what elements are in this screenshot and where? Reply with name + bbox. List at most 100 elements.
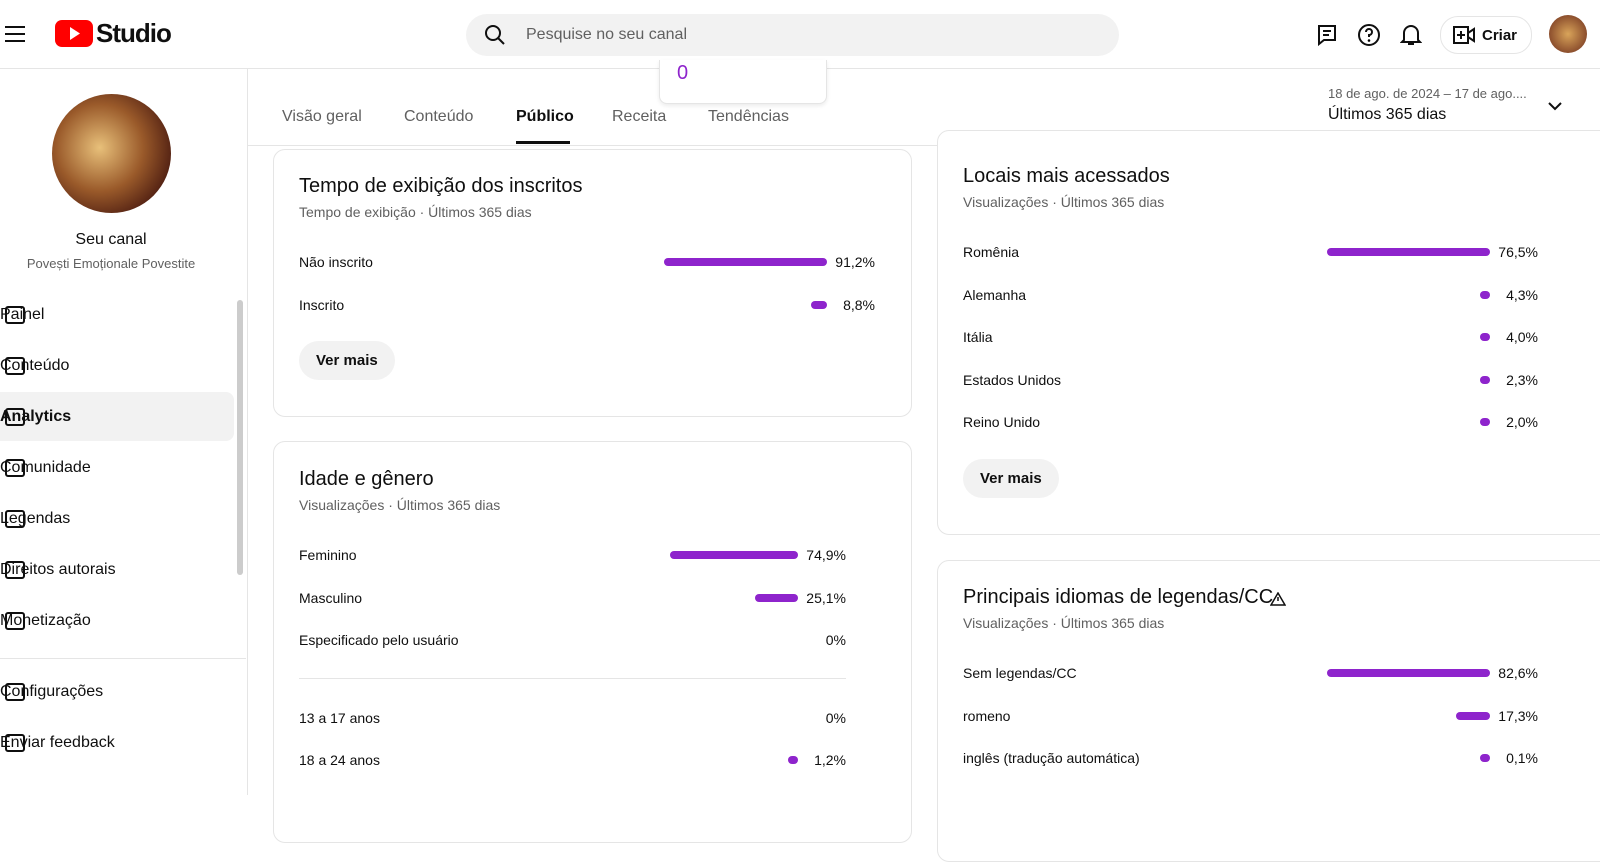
nav-label: Analytics [0,407,72,425]
scrollbar [237,300,243,575]
nav-item[interactable]: Conteúdo [0,341,234,390]
bar [1480,333,1490,342]
row-value: 1,2% [814,752,846,769]
card-title: Principais idiomas de legendas/CC [963,586,1274,608]
nav-item[interactable]: Configurações [0,667,234,716]
nav-label: Enviar feedback [0,733,115,751]
menu-icon[interactable] [4,24,26,44]
nav-icon [5,611,25,630]
date-range[interactable]: 18 de ago. de 2024 – 17 de ago.... [1328,86,1527,101]
card: Locais mais acessados Visualizações · Últ… [937,130,1600,535]
notifications-icon[interactable] [1400,23,1422,47]
nav-item[interactable]: Comunidade [0,443,234,492]
create-button[interactable]: Criar [1440,16,1532,54]
nav-label: Direitos autorais [0,560,116,578]
top-bar: Studio Pesquise no seu canal Criar [0,0,1600,69]
row-value: 74,9% [806,547,846,563]
tab[interactable]: Público [516,108,574,125]
row-label: Especificado pelo usuário [299,632,459,649]
nav-label: Monetização [0,611,91,629]
help-icon[interactable] [1357,23,1381,47]
tab[interactable]: Tendências [708,108,789,125]
nav-item[interactable]: Analytics [0,392,234,441]
divider [0,658,246,659]
divider [299,677,846,679]
popup: 0 [659,60,827,104]
row-label: Sem legendas/CC [963,665,1077,681]
dropdown-icon[interactable] [1547,100,1563,112]
tab-underline [516,141,570,144]
logo-text: Studio [96,18,172,48]
nav-icon [5,356,25,375]
warning-icon [1269,591,1287,611]
bar [788,756,798,765]
row-value: 0% [825,709,846,726]
row-label: Não inscrito [299,254,373,270]
card: Tempo de exibição dos inscritos Tempo de … [273,149,912,417]
nav-icon [5,305,25,324]
bar [1327,669,1490,677]
search-placeholder: Pesquise no seu canal [526,26,687,43]
card-subtitle: Visualizações · Últimos 365 dias [963,194,1165,210]
card-title: Idade e gênero [299,468,434,490]
bar [811,300,827,309]
channel-avatar[interactable] [52,94,171,213]
row-label: Alemanha [963,286,1027,303]
popup-value: 0 [677,62,689,84]
create-label: Criar [1482,27,1518,44]
nav-item[interactable]: Legendas [0,494,234,543]
search-icon [485,25,505,45]
ver-mais-button[interactable]: Ver mais [299,341,395,381]
create-icon [1453,26,1475,44]
row-label: romeno [963,707,1011,724]
tab[interactable]: Visão geral [282,108,362,125]
bar [1480,418,1490,427]
nav-label: Legendas [0,509,71,527]
card-title: Locais mais acessados [963,165,1170,187]
nav-icon [5,733,25,752]
nav-label: Conteúdo [0,356,70,374]
card-subtitle: Visualizações · Últimos 365 dias [963,615,1165,631]
nav-icon [5,407,25,426]
channel-name: Povești Emoționale Povestite [26,256,196,271]
card: Principais idiomas de legendas/CC Visuali… [937,560,1600,862]
ver-mais-button[interactable]: Ver mais [963,459,1059,498]
row-label: Masculino [299,589,363,606]
feedback-icon[interactable] [1316,24,1338,46]
tab[interactable]: Conteúdo [404,108,474,125]
youtube-logo[interactable] [55,20,93,47]
row-label: 18 a 24 anos [299,752,380,769]
row-value: 8,8% [843,296,875,313]
search-box[interactable]: Pesquise no seu canal [466,14,1119,56]
row-value: 4,0% [1506,329,1538,346]
card-subtitle: Visualizações · Últimos 365 dias [299,497,501,513]
nav-icon [5,560,25,579]
account-avatar[interactable] [1549,15,1587,53]
card: Idade e gênero Visualizações · Últimos 36… [273,441,912,843]
row-label: 13 a 17 anos [299,709,380,726]
bar [664,258,827,266]
row-value: 4,3% [1506,286,1538,303]
nav-item[interactable]: Direitos autorais [0,545,234,594]
row-value: 91,2% [835,254,875,270]
bar [1327,248,1490,256]
row-label: Itália [963,329,993,346]
bar [1480,290,1490,299]
bar [670,551,798,559]
date-label[interactable]: Últimos 365 dias [1328,106,1447,123]
row-value: 82,6% [1498,665,1538,681]
row-label: Romênia [963,244,1020,260]
card-subtitle: Tempo de exibição · Últimos 365 dias [299,204,532,220]
row-label: Estados Unidos [963,371,1062,388]
nav-icon [5,458,25,477]
tab[interactable]: Receita [612,108,667,125]
nav-item[interactable]: Painel [0,290,234,339]
nav-item[interactable]: Enviar feedback [0,718,234,767]
nav-icon [5,682,25,701]
row-value: 17,3% [1498,707,1538,724]
row-value: 2,3% [1506,371,1538,388]
nav-label: Configurações [0,682,104,700]
row-value: 76,5% [1498,244,1538,260]
nav-item[interactable]: Monetização [0,596,234,645]
